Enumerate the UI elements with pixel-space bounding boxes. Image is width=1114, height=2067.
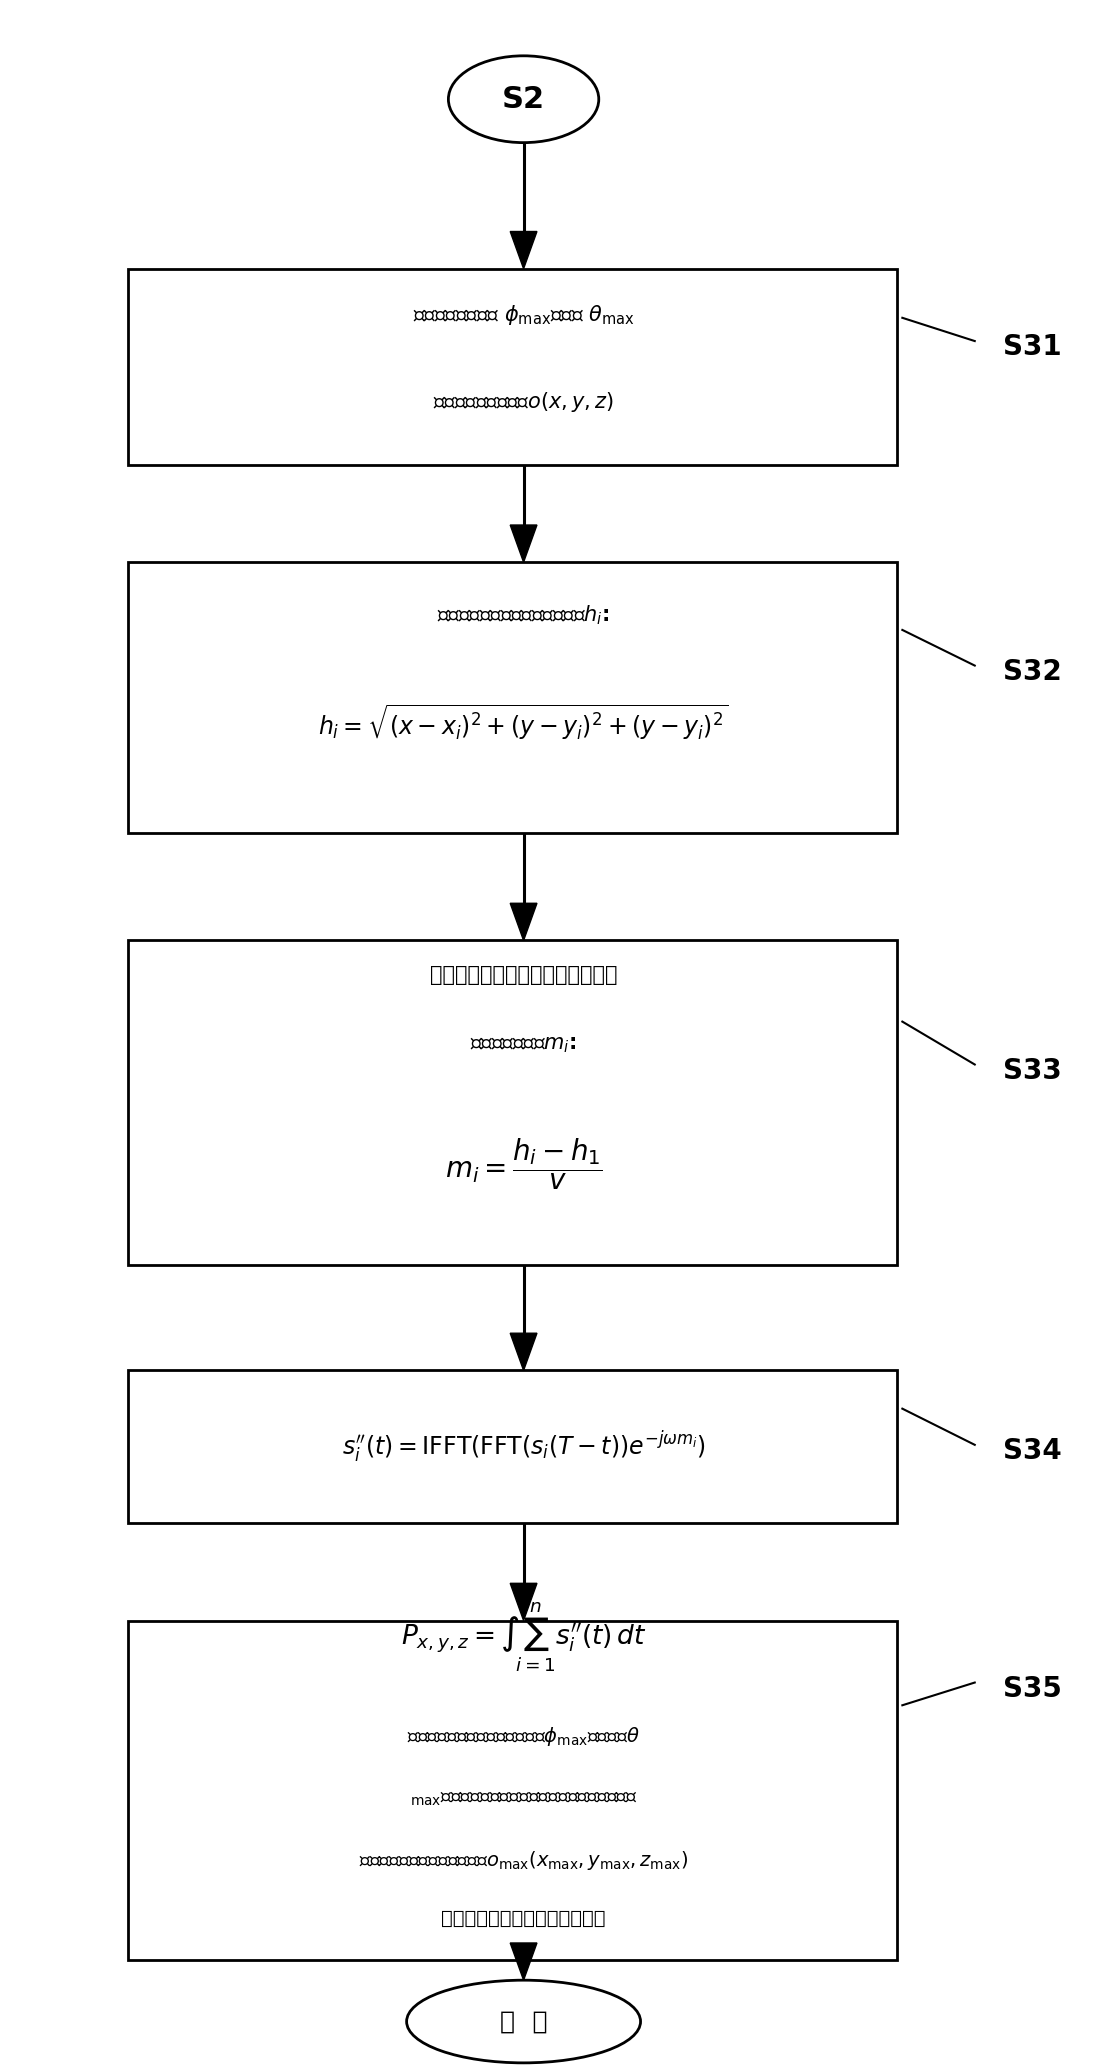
Text: 搜索点到各个传感器阵元的距离$h_i$:: 搜索点到各个传感器阵元的距离$h_i$: xyxy=(438,604,609,626)
Polygon shape xyxy=(510,903,537,940)
Text: $P_{x,y,z} = \int\!\sum_{i=1}^{n} s_i^{\prime\prime}(t)\,dt$: $P_{x,y,z} = \int\!\sum_{i=1}^{n} s_i^{\… xyxy=(401,1600,646,1674)
Text: 构建空间搜索点坐标$o(x,y,z)$: 构建空间搜索点坐标$o(x,y,z)$ xyxy=(433,391,614,413)
Text: S31: S31 xyxy=(1003,333,1062,362)
Text: 遍历由坐标原点开始，方位角为$\phi_{\rm max}$、仰角为$\theta$: 遍历由坐标原点开始，方位角为$\phi_{\rm max}$、仰角为$\thet… xyxy=(408,1724,639,1749)
Text: $h_i = \sqrt{(x-x_i)^2+(y-y_i)^2+(y-y_i)^2}$: $h_i = \sqrt{(x-x_i)^2+(y-y_i)^2+(y-y_i)… xyxy=(319,703,729,742)
Text: S33: S33 xyxy=(1003,1056,1062,1085)
Polygon shape xyxy=(510,525,537,562)
Text: $s_i^{\prime\prime}(t) = \mathrm{IFFT}(\mathrm{FFT}(s_i(T-t))e^{-j\omega m_i})$: $s_i^{\prime\prime}(t) = \mathrm{IFFT}(\… xyxy=(342,1428,705,1466)
Text: 结  束: 结 束 xyxy=(500,2009,547,2034)
Text: S2: S2 xyxy=(502,85,545,114)
Text: S34: S34 xyxy=(1003,1437,1062,1466)
Text: S32: S32 xyxy=(1003,657,1062,686)
Text: $m_i = \dfrac{h_i - h_1}{v}$: $m_i = \dfrac{h_i - h_1}{v}$ xyxy=(444,1137,603,1193)
Polygon shape xyxy=(510,1583,537,1621)
Text: 根据得到的方位角 $\phi_{\rm max}$和仰角 $\theta_{\rm max}$: 根据得到的方位角 $\phi_{\rm max}$和仰角 $\theta_{\r… xyxy=(412,304,635,327)
Text: 各个传感器阵元相对于第一个传感: 各个传感器阵元相对于第一个传感 xyxy=(430,965,617,984)
Text: 器阵元的时间差$m_i$:: 器阵元的时间差$m_i$: xyxy=(470,1036,577,1054)
Polygon shape xyxy=(510,1943,537,1980)
Text: 即为电力变压器的局部放电位置: 即为电力变压器的局部放电位置 xyxy=(441,1908,606,1929)
Polygon shape xyxy=(510,1333,537,1370)
Text: 能量，能量最大对应的搜索点$o_{\rm max}(x_{\rm max},y_{\rm max},z_{\rm max})$: 能量，能量最大对应的搜索点$o_{\rm max}(x_{\rm max},y_… xyxy=(359,1848,688,1873)
Text: S35: S35 xyxy=(1003,1674,1062,1703)
Text: $_{\rm max}$方向的直线上的搜索点，并计算各个搜索点的: $_{\rm max}$方向的直线上的搜索点，并计算各个搜索点的 xyxy=(410,1788,637,1809)
Polygon shape xyxy=(510,232,537,269)
